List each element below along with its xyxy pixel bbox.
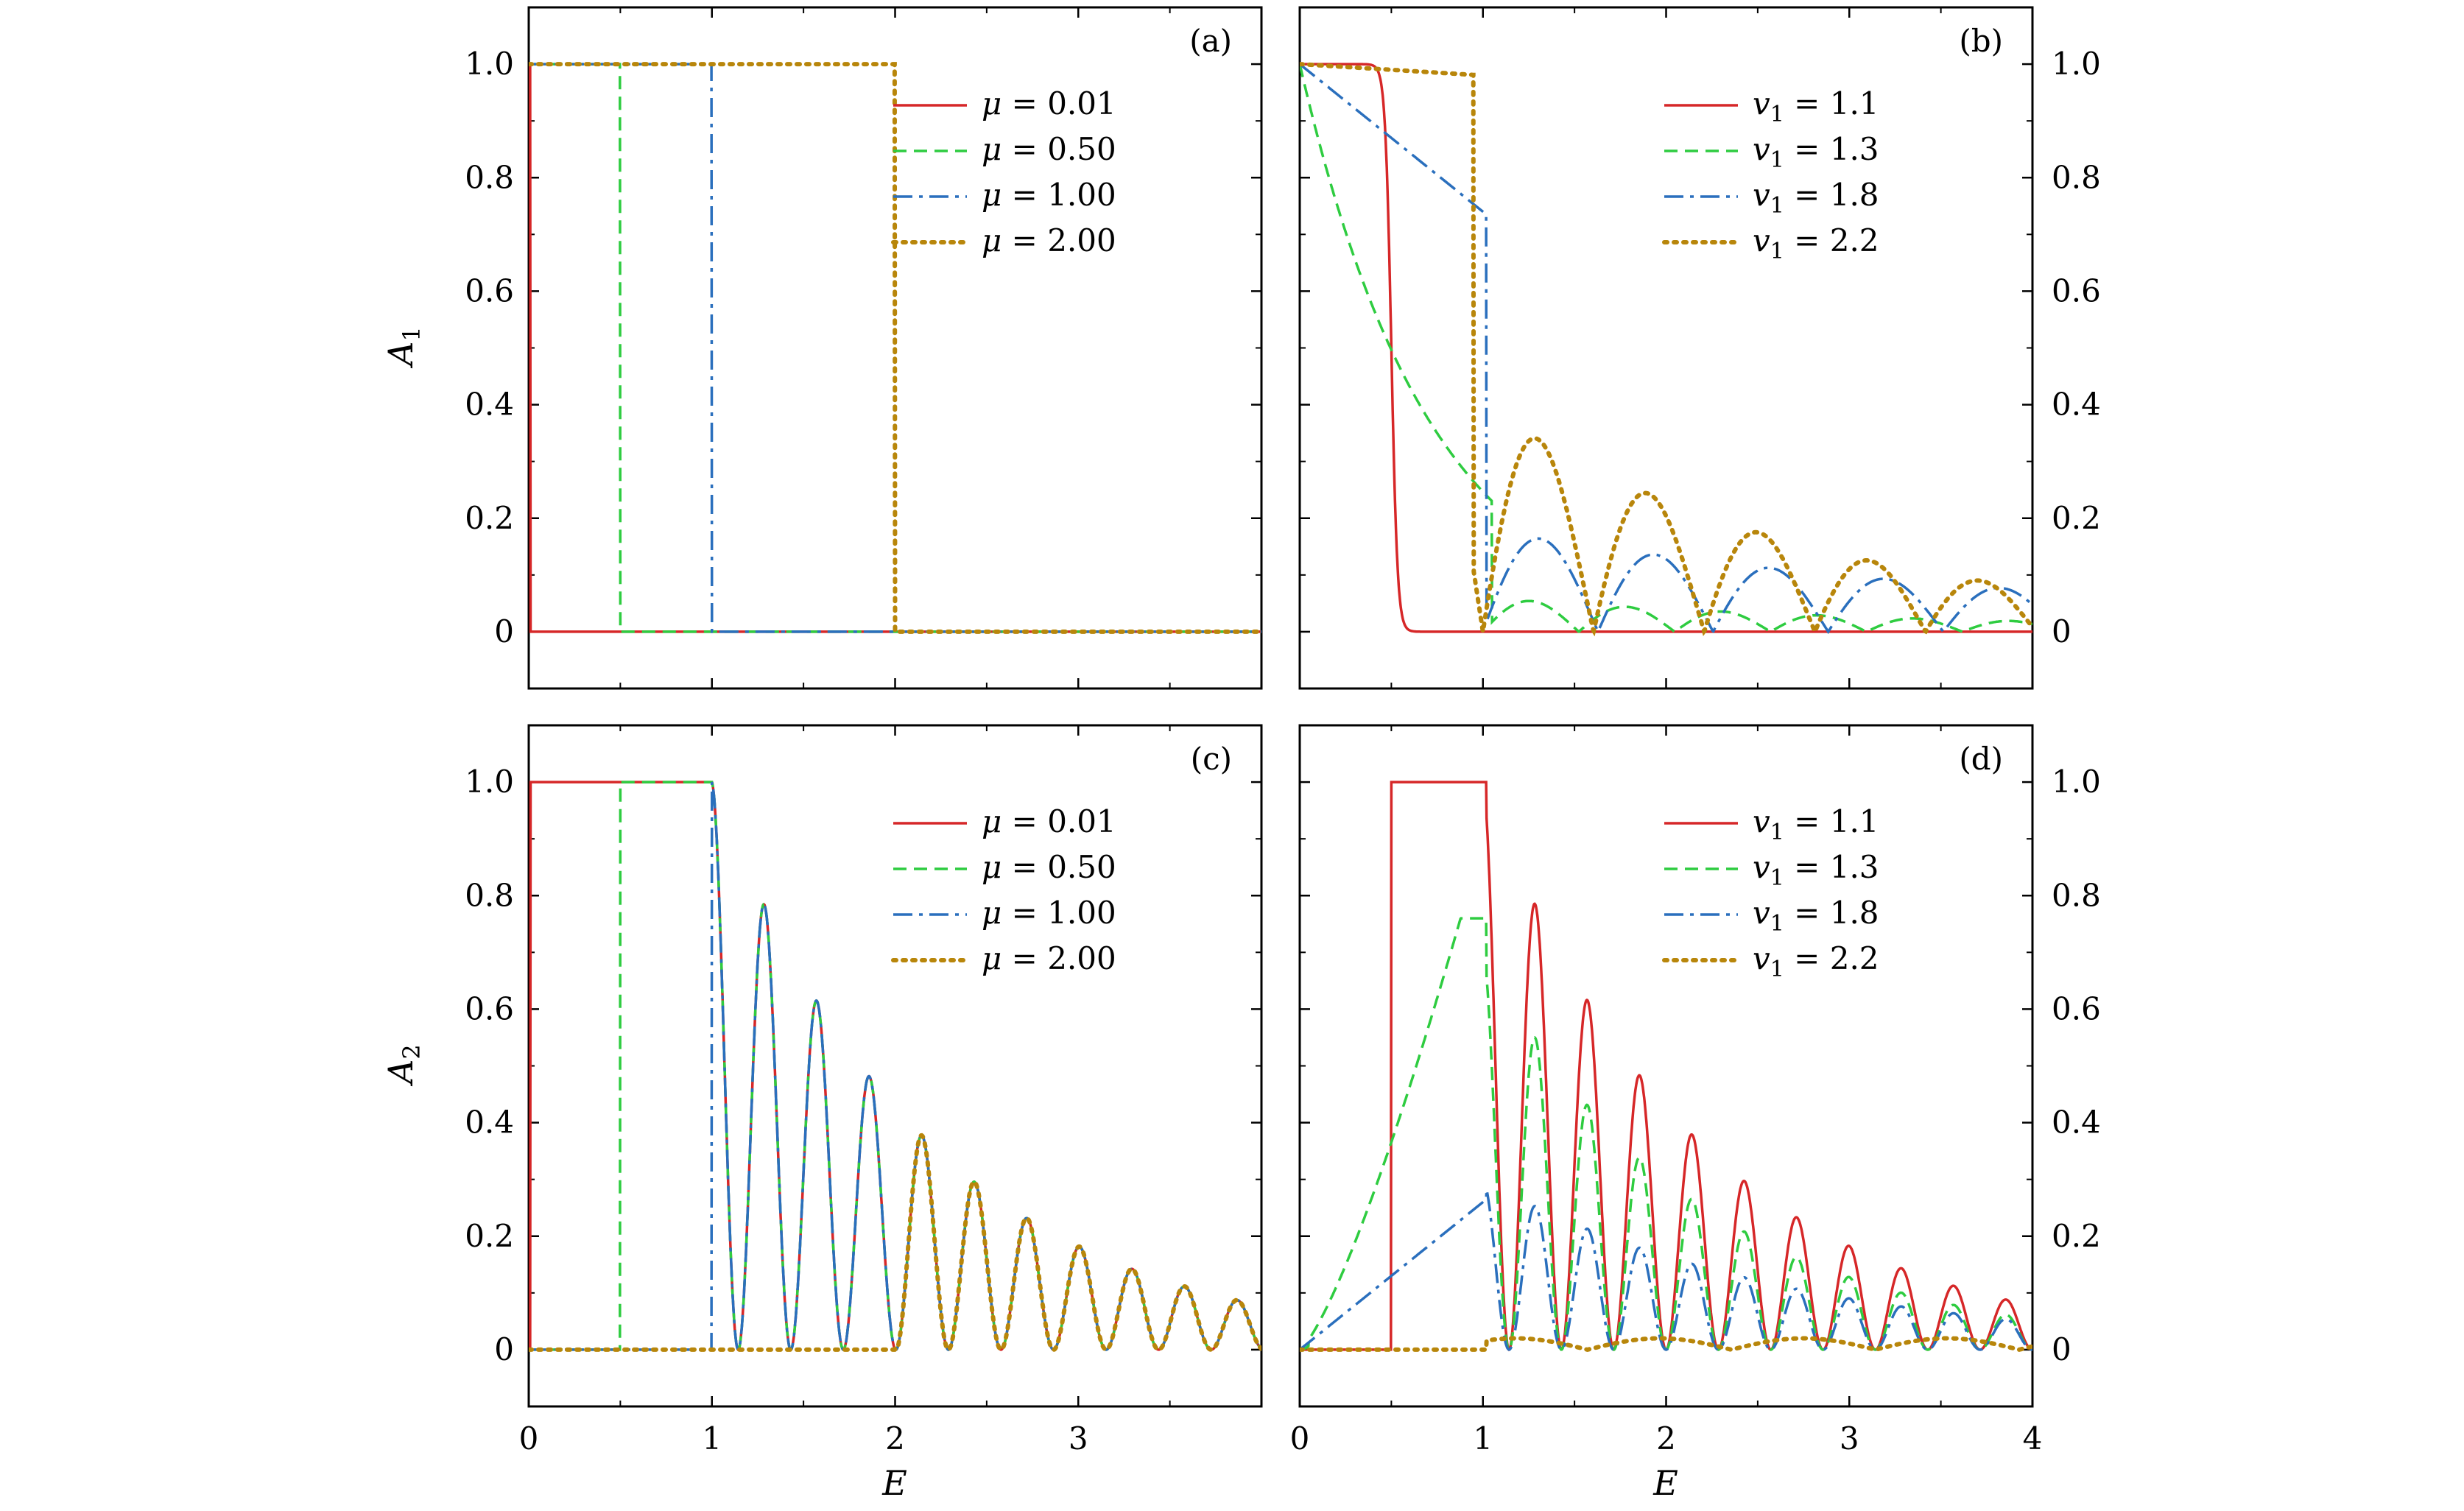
legend-entry: μ = 2.00 — [982, 222, 1116, 258]
legend-entry: μ = 0.50 — [982, 849, 1116, 885]
y-tick-label: 0.6 — [2052, 272, 2101, 309]
legend-entry: v1 = 1.3 — [1753, 849, 1879, 891]
series-line-gold — [529, 62, 1261, 634]
x-tick-label: 4 — [2023, 1420, 2043, 1457]
x-tick-label: 2 — [885, 1420, 905, 1457]
y-tick-label: 0.6 — [465, 990, 514, 1026]
legend-entry: μ = 1.00 — [982, 177, 1116, 213]
panel-a: 0 0.2 0.4 0.6 0.8 1.0 (a) μ = 0.01 μ = 0.50 μ = 1… — [465, 6, 1263, 690]
panel-d: 0 0.2 0.4 0.6 0.8 1.0 0 1 2 3 4 (d) v1 = 1.1v1 = 1.3… — [1290, 724, 2101, 1457]
y-tick-label: 0.8 — [465, 877, 514, 913]
y-axis-label-bottom: A2 — [381, 1044, 426, 1087]
panel-c: 0 0.2 0.4 0.6 0.8 1.0 0 1 2 3 (c) μ = 0.01 μ = 0.50 μ… — [465, 724, 1263, 1457]
series-line-red — [1300, 63, 2032, 633]
panel-b: 00.20.40.60.81.0(b)v1 = 1.1v1 = 1.3v1 = … — [1298, 6, 2101, 690]
y-tick-label: 0.4 — [465, 1105, 514, 1141]
plot-frame — [1298, 724, 2034, 1408]
x-axis-label-left: E — [881, 1463, 907, 1503]
legend-entry: μ = 0.01 — [982, 803, 1116, 839]
y-tick-label: 0.8 — [465, 159, 514, 195]
legend-entry: μ = 2.00 — [982, 940, 1116, 976]
series-line-gold — [1300, 1336, 2032, 1352]
series-line-gold — [1300, 62, 2032, 638]
y-tick-label: 0.2 — [2052, 500, 2101, 536]
x-axis-label-right: E — [1652, 1463, 1678, 1503]
y-tick-label: 0.4 — [2052, 1105, 2101, 1141]
legend-entry: v1 = 1.8 — [1753, 895, 1879, 937]
series-line-blue — [1300, 63, 2032, 635]
y-tick-label: 1.0 — [2052, 764, 2101, 800]
y-tick-label: 0 — [2052, 1331, 2071, 1367]
y-tick-label: 0.6 — [465, 272, 514, 309]
legend-entry: v1 = 1.1 — [1753, 85, 1879, 127]
legend-entry: μ = 1.00 — [982, 895, 1116, 931]
x-tick-label: 1 — [1473, 1420, 1493, 1457]
panel-label: (c) — [1191, 741, 1232, 777]
y-tick-label: 0 — [494, 1331, 514, 1367]
y-tick-label: 1.0 — [2052, 46, 2101, 82]
y-tick-label: 0.4 — [465, 387, 514, 423]
legend-entry: v1 = 1.1 — [1753, 803, 1879, 845]
panel-label: (a) — [1189, 23, 1232, 59]
y-tick-label: 0.2 — [465, 500, 514, 536]
series-line-red — [529, 781, 1261, 1351]
y-axis-label-top: A1 — [381, 326, 426, 369]
legend-entry: v1 = 2.2 — [1753, 940, 1879, 982]
y-tick-label: 0.8 — [2052, 159, 2101, 195]
legend-entry: μ = 0.01 — [982, 85, 1116, 121]
x-tick-label: 3 — [1069, 1420, 1088, 1457]
legend-entry: v1 = 1.3 — [1753, 131, 1879, 173]
y-tick-label: 0 — [2052, 613, 2071, 649]
y-tick-label: 0 — [494, 613, 514, 649]
legend-entry: μ = 0.50 — [982, 131, 1116, 167]
y-tick-label: 0.2 — [465, 1218, 514, 1254]
series-line-gold — [529, 1133, 1261, 1353]
series-line-red — [1300, 781, 2032, 1352]
y-tick-label: 0.4 — [2052, 387, 2101, 423]
y-tick-label: 0.2 — [2052, 1218, 2101, 1254]
x-tick-label: 0 — [519, 1420, 539, 1457]
panel-label: (b) — [1959, 23, 2003, 59]
series-line-green — [1300, 917, 2032, 1351]
x-tick-label: 3 — [1840, 1420, 1859, 1457]
x-tick-label: 0 — [1290, 1420, 1310, 1457]
series-line-green — [1300, 63, 2032, 634]
series-line-blue — [529, 63, 1261, 633]
series-line-green — [529, 781, 1261, 1351]
series-line-blue — [1300, 1188, 2032, 1351]
plot-frame — [1298, 6, 2034, 690]
y-tick-label: 1.0 — [465, 764, 514, 800]
x-tick-label: 1 — [702, 1420, 722, 1457]
plot-frame — [527, 724, 1263, 1408]
x-tick-label: 2 — [1656, 1420, 1676, 1457]
y-tick-label: 0.8 — [2052, 877, 2101, 913]
legend-entry: v1 = 2.2 — [1753, 222, 1879, 264]
series-line-blue — [529, 781, 1261, 1351]
y-tick-label: 0.6 — [2052, 990, 2101, 1026]
panel-label: (d) — [1959, 741, 2003, 777]
y-tick-label: 1.0 — [465, 46, 514, 82]
legend-entry: v1 = 1.8 — [1753, 177, 1879, 219]
